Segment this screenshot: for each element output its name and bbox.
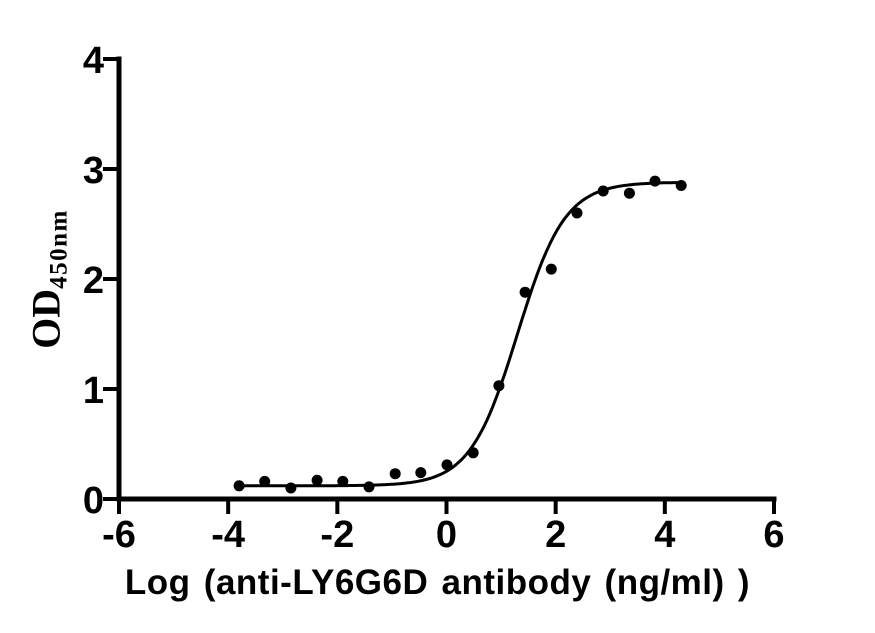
fit-curve xyxy=(237,181,683,488)
data-point xyxy=(467,447,479,459)
y-tick-label: 4 xyxy=(83,40,104,82)
x-tick-label: -2 xyxy=(320,514,354,556)
y-axis-title-sub: 450nm xyxy=(45,209,73,289)
x-tick-label: 6 xyxy=(763,514,784,556)
y-axis-title: OD450nm xyxy=(23,209,74,349)
data-point xyxy=(571,207,583,219)
x-tick-label: 2 xyxy=(545,514,566,556)
y-tick-label: 3 xyxy=(83,150,104,192)
data-point xyxy=(285,482,297,494)
y-tick-label: 1 xyxy=(83,370,104,412)
x-tick-label: 0 xyxy=(436,514,457,556)
data-point xyxy=(363,481,375,493)
x-tick-label: -4 xyxy=(211,514,245,556)
data-point xyxy=(623,187,635,199)
data-point xyxy=(311,474,323,486)
x-axis-title: Log (anti-LY6G6D antibody (ng/ml) ) xyxy=(124,563,751,602)
data-point xyxy=(415,467,427,479)
data-point xyxy=(493,380,505,392)
y-tick-label: 2 xyxy=(83,260,104,302)
data-point xyxy=(441,459,453,471)
data-point xyxy=(649,175,661,187)
data-point xyxy=(519,286,531,298)
data-point xyxy=(233,480,245,492)
data-point xyxy=(389,468,401,480)
data-point xyxy=(545,263,557,275)
x-tick-label: -6 xyxy=(102,514,136,556)
data-point xyxy=(337,475,349,487)
data-point xyxy=(675,180,687,191)
x-tick-label: 4 xyxy=(654,514,675,556)
data-point xyxy=(259,475,271,487)
y-axis-title-main: OD xyxy=(23,288,69,349)
data-point xyxy=(597,185,609,197)
y-tick-label: 0 xyxy=(83,480,104,522)
